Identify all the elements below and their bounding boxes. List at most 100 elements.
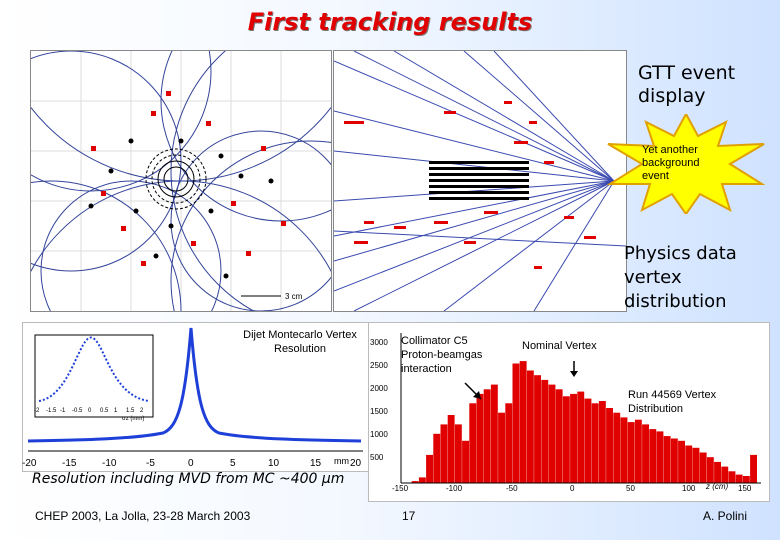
histogram-bar xyxy=(656,431,664,483)
footer-right: A. Polini xyxy=(703,509,748,523)
histogram-bar xyxy=(440,424,448,483)
histogram-bar xyxy=(613,412,621,483)
inset-tick: 0.5 xyxy=(100,408,109,414)
y-tick: 2500 xyxy=(370,361,388,370)
histogram-bar xyxy=(627,422,635,483)
histogram-bar xyxy=(490,384,498,483)
dijet-unit: mm xyxy=(334,456,349,466)
event-display-right xyxy=(333,50,627,312)
histogram-bar xyxy=(519,361,527,483)
histogram-bar xyxy=(411,481,419,483)
histogram-bar xyxy=(606,408,613,483)
histogram-bar xyxy=(591,403,599,483)
histogram-bar xyxy=(721,466,729,483)
run-label: Run 44569 Vertex Distribution xyxy=(628,389,717,415)
inset-tick: 1.5 xyxy=(126,408,135,414)
histogram-bar xyxy=(670,438,678,483)
inset-tick: -2 xyxy=(34,408,40,414)
histogram-bar xyxy=(483,389,491,484)
dijet-tick: 0 xyxy=(188,458,194,469)
collimator-label: Collimator C5 Proton-beamgas interaction xyxy=(401,335,483,375)
y-tick: 2000 xyxy=(370,384,388,393)
dijet-tick: 15 xyxy=(310,458,322,469)
histogram-bar xyxy=(454,424,462,483)
x-tick: 100 xyxy=(682,484,696,493)
histogram-bar xyxy=(418,477,426,483)
event-display-left-svg: 3 cm xyxy=(0,0,492,522)
histogram-bar xyxy=(634,419,642,483)
dijet-tick: -5 xyxy=(146,458,155,469)
y-tick: 3000 xyxy=(370,338,388,347)
histogram-bar xyxy=(562,396,570,483)
histogram-bar xyxy=(750,454,757,483)
scale-label: 3 cm xyxy=(285,292,303,301)
histogram-bar xyxy=(742,476,750,483)
histogram-bar xyxy=(512,363,520,483)
histogram-bar xyxy=(462,440,469,483)
histogram-bar xyxy=(598,401,606,483)
dijet-tick: -15 xyxy=(62,458,77,469)
histogram-bar xyxy=(541,379,549,483)
histogram-bar xyxy=(620,417,628,483)
histogram-bar xyxy=(526,370,534,483)
histogram-bar xyxy=(570,393,577,483)
histogram-bar xyxy=(505,403,513,483)
dijet-tick: 10 xyxy=(268,458,280,469)
dijet-tick: 20 xyxy=(350,458,362,469)
dijet-tick: -20 xyxy=(22,458,37,469)
footer-page-number: 17 xyxy=(402,509,416,523)
event-display-left: 3 cm xyxy=(0,0,492,522)
histogram-bar xyxy=(577,391,585,483)
y-tick: 500 xyxy=(370,453,384,462)
vertex-plot xyxy=(368,322,770,502)
inset-tick: 0 xyxy=(88,408,92,414)
histogram-bar xyxy=(447,415,455,483)
histogram-bar xyxy=(642,424,649,483)
x-tick: 150 xyxy=(738,484,752,493)
x-tick: 0 xyxy=(570,484,575,493)
histogram-bar xyxy=(548,384,556,483)
inset-tick: -0.5 xyxy=(72,408,83,414)
histogram-bar xyxy=(469,403,477,483)
histogram-bar xyxy=(584,398,592,483)
histogram-bar xyxy=(728,471,736,483)
event-display-right-svg xyxy=(333,50,627,312)
dijet-plot xyxy=(22,322,374,472)
inset-tick: 1 xyxy=(114,408,118,414)
histogram-bar xyxy=(433,433,441,483)
histogram-bar xyxy=(714,461,721,483)
histogram-bar xyxy=(555,389,563,484)
x-tick: 50 xyxy=(626,484,635,493)
x-axis-label: z (cm) xyxy=(706,482,729,491)
gtt-label: GTT event display xyxy=(638,62,736,107)
slide-title: First tracking results xyxy=(247,8,533,36)
dijet-svg xyxy=(27,327,363,452)
histogram-bar xyxy=(426,454,433,483)
histogram-bar xyxy=(685,445,693,483)
resolution-caption: Resolution including MVD from MC ~400 µm xyxy=(32,471,345,487)
x-tick: -100 xyxy=(446,484,463,493)
x-tick: -50 xyxy=(506,484,518,493)
nominal-vertex-label: Nominal Vertex xyxy=(522,340,597,352)
histogram-bar xyxy=(476,393,484,483)
histogram-bar xyxy=(663,436,671,483)
histogram-bar xyxy=(498,412,505,483)
histogram-bar xyxy=(706,457,714,483)
inset-tick: 2 xyxy=(140,408,144,414)
physics-label: Physics data vertex distribution xyxy=(624,243,737,312)
dijet-tick: -10 xyxy=(102,458,117,469)
dijet-title: Dijet Montecarlo Vertex Resolution xyxy=(243,329,357,355)
footer-left: CHEP 2003, La Jolla, 23-28 March 2003 xyxy=(35,509,251,523)
histogram-bar xyxy=(678,440,685,483)
inset-tick: -1 xyxy=(60,408,66,414)
vertex-svg xyxy=(400,333,761,484)
y-tick: 1000 xyxy=(370,430,388,439)
burst-label: Yet another background event xyxy=(642,144,700,182)
x-tick: -150 xyxy=(392,484,409,493)
y-tick: 1500 xyxy=(370,407,388,416)
histogram-bar xyxy=(649,429,657,483)
histogram-bar xyxy=(534,375,541,483)
histogram-bar xyxy=(735,474,743,483)
dijet-tick: 5 xyxy=(230,458,236,469)
histogram-bar xyxy=(699,452,707,483)
